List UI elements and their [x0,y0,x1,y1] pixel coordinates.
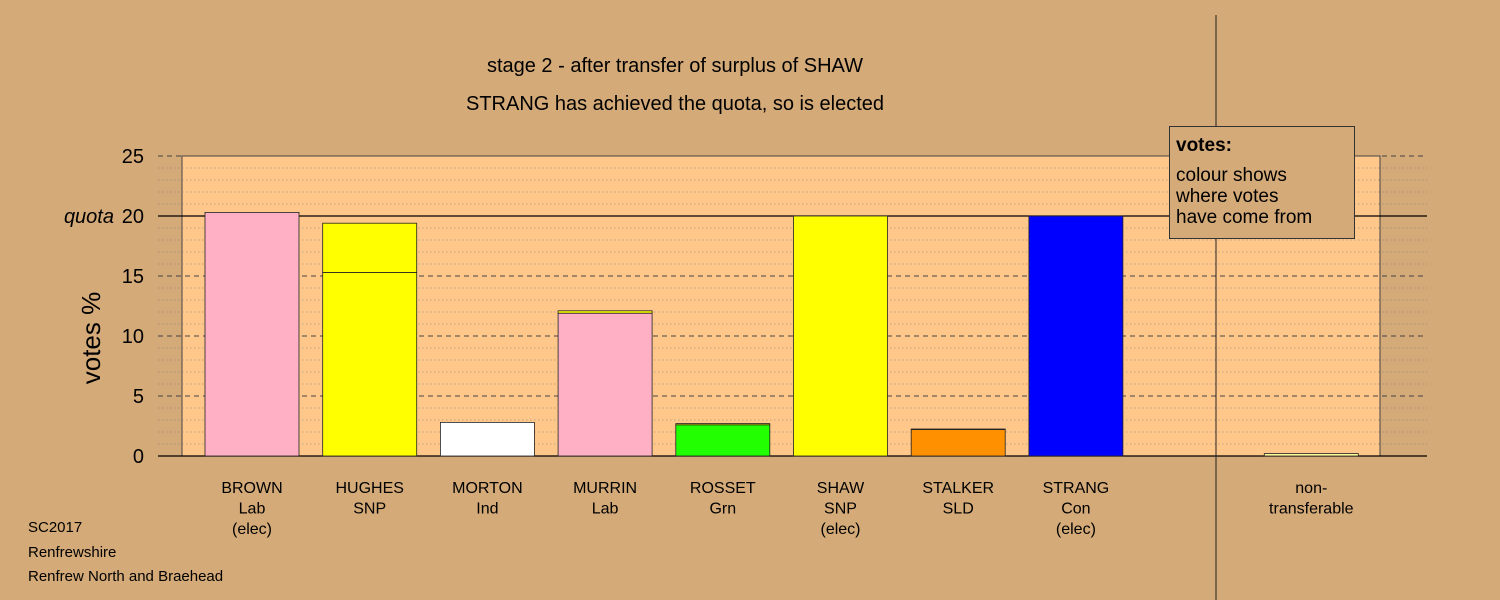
y-tick-label: 25 [122,146,144,168]
footer-ward: Renfrew North and Braehead [28,568,224,585]
y-axis-label: votes % [76,292,106,385]
category-label: Ind [476,501,498,518]
category-label: SNP [353,501,386,518]
category-label: BROWN [221,480,282,497]
category-label: ROSSET [690,480,756,497]
category-label: SNP [824,501,857,518]
category-label: (elec) [820,521,860,538]
y-tick-label: 15 [122,266,144,288]
bar-segment [675,424,771,457]
bar-segment [557,310,653,314]
bar-segment [204,211,300,457]
category-label: HUGHES [335,480,403,497]
bar-segment [675,423,771,426]
quota-label: quota [64,206,114,228]
category-label: Con [1061,501,1090,518]
footer-council: Renfrewshire [28,544,117,561]
category-label: (elec) [232,521,272,538]
category-label: (elec) [1056,521,1096,538]
bar-segment [793,215,888,457]
category-label: transferable [1269,501,1354,518]
category-label: STALKER [922,480,994,497]
y-tick-label: 5 [133,386,144,408]
category-label: STRANG [1043,480,1110,497]
bar-segment [910,429,1006,457]
bar-segment [439,421,535,457]
category-label: SHAW [817,480,865,497]
chart-subtitle: STRANG has achieved the quota, so is ele… [466,93,884,115]
legend-title: votes: [1176,135,1232,156]
category-label: Lab [239,501,266,518]
category-label: MURRIN [573,480,637,497]
bar-segment [1028,215,1124,457]
category-label: MORTON [452,480,523,497]
bar-segment [557,312,653,457]
bar-segment [322,222,418,273]
y-tick-label: 20 [122,206,144,228]
y-tick-label: 0 [133,446,144,468]
category-label: SLD [943,501,974,518]
category-label: Grn [709,501,736,518]
category-label: non- [1295,480,1327,497]
category-label: Lab [592,501,619,518]
legend: votes: colour shows where votes have com… [1169,126,1355,239]
footer-election: SC2017 [28,519,83,536]
legend-text: colour shows where votes have come from [1176,165,1313,228]
bar-segment [910,428,1006,431]
chart-title: stage 2 - after transfer of surplus of S… [487,55,863,77]
bar-segment [322,271,418,457]
bar-segment [1263,453,1359,457]
y-tick-label: 10 [122,326,144,348]
